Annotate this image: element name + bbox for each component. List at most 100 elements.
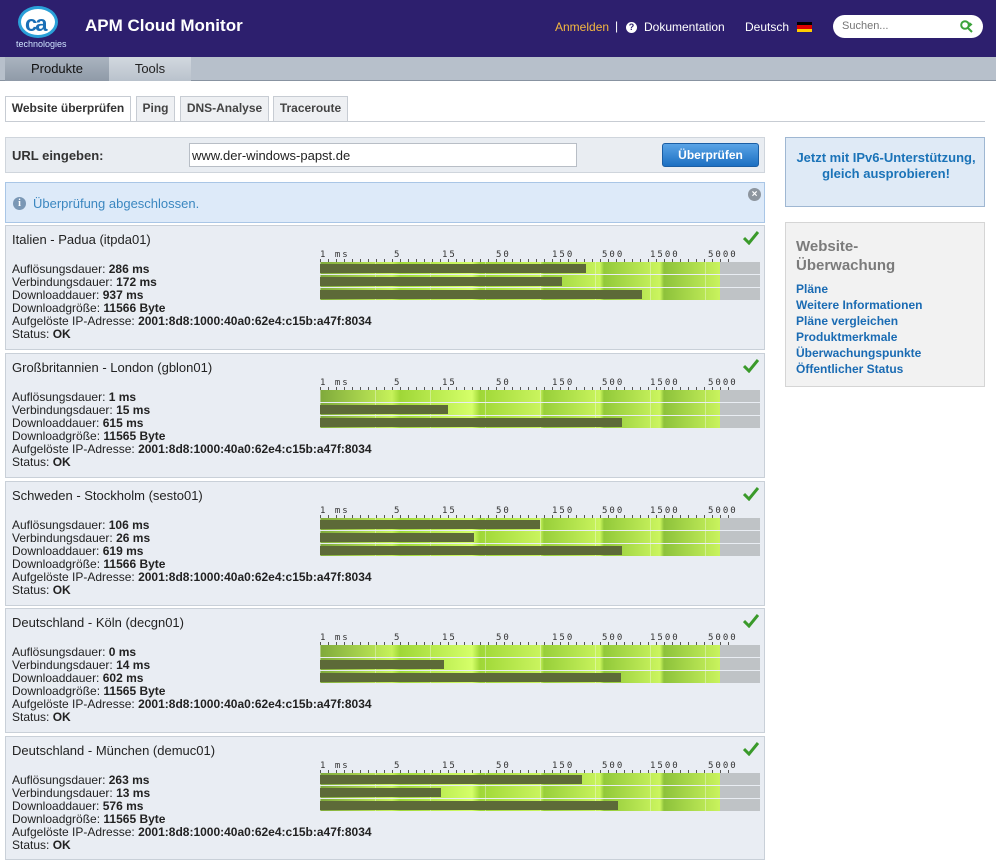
metric-label: Verbindungsdauer: [12,403,113,417]
bar-tail [720,786,760,798]
metric-value: 2001:8d8:1000:40a0:62e4:c15b:a47f:8034 [138,825,372,839]
timing-bar-resolve [320,773,760,785]
bar-tail [720,645,760,657]
metric-value: OK [52,710,71,724]
search-icon[interactable] [960,20,974,33]
result-block: Deutschland - Köln (decgn01) Auflösungsda… [5,608,765,733]
bar-tail [720,262,760,274]
metric-value: 172 ms [116,275,157,289]
metric-ip: Aufgelöste IP-Adresse: 2001:8d8:1000:40a… [12,826,372,839]
ca-logo[interactable]: ca technologies [14,6,68,50]
metric-download: Downloaddauer: 602 ms [12,672,143,685]
metric-label: Downloaddauer: [12,288,100,302]
metric-value: 619 ms [102,544,144,558]
close-icon[interactable]: × [748,188,761,201]
scale-tick-label: 1500 [650,506,680,516]
result-location: Italien - Padua (itpda01) [12,232,151,247]
timing-bars [320,645,760,684]
metric-value: OK [52,327,71,341]
metric-label: Aufgelöste IP-Adresse: [12,697,135,711]
metric-value: 11566 Byte [103,557,166,571]
info-text: Überprüfung abgeschlossen. [33,196,200,211]
metric-resolve: Auflösungsdauer: 286 ms [12,263,149,276]
scale-tick-label: 500 [602,506,625,516]
bar-background [320,645,720,657]
metric-label: Downloadgröße: [12,557,101,571]
scale-tick-label: 5 [394,250,402,260]
metric-download: Downloaddauer: 619 ms [12,545,143,558]
check-button[interactable]: Überprüfen [662,143,759,167]
metric-value: 13 ms [116,786,151,800]
metric-label: Verbindungsdauer: [12,786,113,800]
tab-traceroute[interactable]: Traceroute [273,96,348,121]
url-input[interactable] [189,143,577,167]
ipv6-promo-box[interactable]: Jetzt mit IPv6-Unterstützung, gleich aus… [785,137,985,207]
metric-size: Downloadgröße: 11566 Byte [12,302,165,315]
tab-dns-analysis[interactable]: DNS-Analyse [180,96,269,121]
bar-fill-download [320,418,622,427]
scale-tick-label: 5 [394,506,402,516]
metric-connect: Verbindungsdauer: 15 ms [12,404,150,417]
scale-tick-label: 50 [496,378,511,388]
documentation-link[interactable]: Dokumentation [644,20,725,34]
result-block: Italien - Padua (itpda01) Auflösungsdauer… [5,225,765,350]
scale-tick-label: 50 [496,761,511,771]
menu-tools[interactable]: Tools [109,57,191,81]
metric-label: Status: [12,838,50,852]
metric-label: Aufgelöste IP-Adresse: [12,570,135,584]
checkmark-icon [743,487,759,501]
scale-tick-label: 15 [442,633,457,643]
bar-fill-connect [320,660,444,669]
metric-value: 263 ms [108,773,150,787]
metric-ip: Aufgelöste IP-Adresse: 2001:8d8:1000:40a… [12,443,372,456]
metric-connect: Verbindungsdauer: 26 ms [12,532,150,545]
bar-tail [720,531,760,543]
metric-value: 11565 Byte [103,812,166,826]
language-selector[interactable]: Deutsch [745,20,790,34]
checkmark-icon [743,614,759,628]
scale-tick-label: 5000 [708,506,738,516]
sidebar-link-more-info[interactable]: Weitere Informationen [796,298,923,312]
metric-value: 11566 Byte [103,301,166,315]
tab-website-check[interactable]: Website überprüfen [5,96,131,122]
bar-fill-download [320,801,618,810]
sidebar-link-compare-plans[interactable]: Pläne vergleichen [796,314,899,328]
main-menu-bar: Produkte Tools [0,57,996,81]
ipv6-promo-text[interactable]: Jetzt mit IPv6-Unterstützung, gleich aus… [796,150,976,181]
sidebar-link-plans[interactable]: Pläne [796,282,829,296]
bar-fill-connect [320,533,474,542]
sidebar-link-monitoring-points[interactable]: Überwachungspunkte [796,346,922,360]
metric-label: Aufgelöste IP-Adresse: [12,825,135,839]
help-icon[interactable]: ? [626,22,637,33]
german-flag-icon[interactable] [797,22,812,32]
search-input[interactable] [842,18,954,34]
menu-products[interactable]: Produkte [5,57,109,81]
login-link[interactable]: Anmelden [555,20,610,34]
scale-tick-label: 15 [442,250,457,260]
bar-fill-resolve [320,264,586,273]
metric-value: 615 ms [102,416,144,430]
metric-size: Downloadgröße: 11566 Byte [12,558,165,571]
metric-label: Status: [12,710,50,724]
bar-fill-connect [320,405,448,414]
bar-grid [320,390,760,402]
metric-value: 286 ms [108,262,150,276]
metric-ip: Aufgelöste IP-Adresse: 2001:8d8:1000:40a… [12,315,372,328]
scale-tick-label: 15 [442,378,457,388]
sidebar-link-public-status[interactable]: Öffentlicher Status [796,362,904,376]
scale-tick-label: 150 [552,378,575,388]
metric-value: 14 ms [116,658,151,672]
metric-label: Downloaddauer: [12,544,100,558]
scale-tick-label: 1500 [650,761,680,771]
sidebar-link-features[interactable]: Produktmerkmale [796,330,898,344]
timing-bar-download [320,671,760,683]
timing-bar-download [320,288,760,300]
metric-value: 11565 Byte [103,684,166,698]
scale-tick-label: 1 ms [320,506,350,516]
scale-tick-label: 50 [496,506,511,516]
timing-bar-connect [320,531,760,543]
timing-bar-resolve [320,262,760,274]
tab-ping[interactable]: Ping [136,96,175,121]
scale-tick-label: 5 [394,633,402,643]
metric-value: OK [52,583,71,597]
